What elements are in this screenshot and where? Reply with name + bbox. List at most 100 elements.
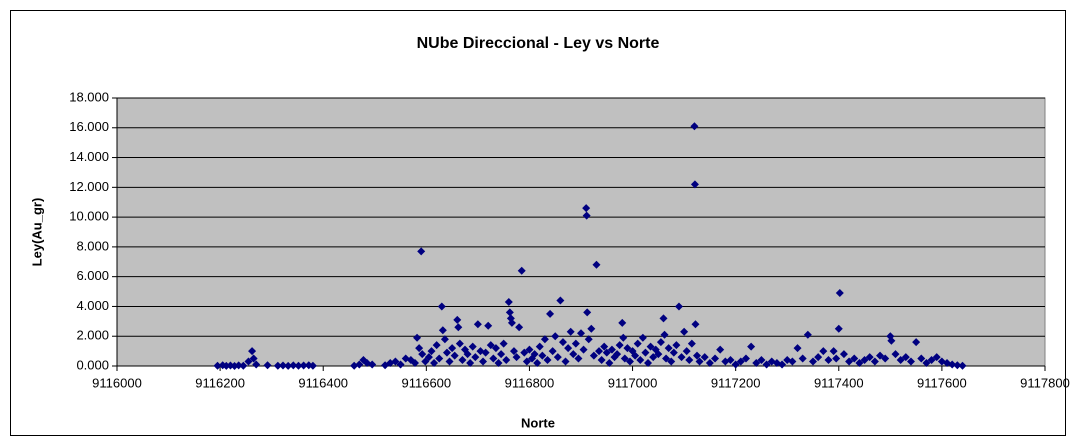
- point: [690, 180, 699, 189]
- point: [435, 354, 444, 363]
- point: [432, 341, 441, 350]
- point: [625, 357, 634, 366]
- point: [687, 339, 696, 348]
- point: [558, 338, 567, 347]
- point: [294, 361, 303, 370]
- x-tick-label: 9116200: [195, 375, 245, 390]
- point: [410, 359, 419, 368]
- point: [613, 350, 622, 359]
- point: [620, 354, 629, 363]
- point: [600, 342, 609, 351]
- point: [659, 314, 668, 323]
- point: [535, 342, 544, 351]
- point: [273, 361, 282, 370]
- x-tick-label: 9117200: [711, 375, 761, 390]
- point: [437, 302, 446, 311]
- y-tick-label: 6.000: [76, 268, 109, 283]
- chart-title: NUbe Direccional - Ley vs Norte: [417, 35, 660, 52]
- point: [597, 356, 606, 365]
- point: [543, 356, 552, 365]
- x-tick-label: 9117800: [1020, 375, 1070, 390]
- y-tick-label: 16.000: [69, 119, 109, 134]
- x-tick-label: 9117600: [917, 375, 967, 390]
- point: [932, 353, 941, 362]
- point: [881, 354, 890, 363]
- point: [788, 357, 797, 366]
- point: [747, 342, 756, 351]
- point: [607, 345, 616, 354]
- x-tick-label: 9116800: [505, 375, 555, 390]
- point: [615, 341, 624, 350]
- point: [685, 356, 694, 365]
- point: [454, 323, 463, 332]
- point: [803, 330, 812, 339]
- point: [533, 359, 542, 368]
- point: [308, 361, 317, 370]
- point: [248, 347, 257, 356]
- point: [448, 344, 457, 353]
- point: [455, 339, 464, 348]
- point: [664, 344, 673, 353]
- y-tick-label: 14.000: [69, 149, 109, 164]
- point: [440, 335, 449, 344]
- point: [418, 350, 427, 359]
- point: [566, 327, 575, 336]
- point: [468, 342, 477, 351]
- point: [438, 326, 447, 335]
- point: [896, 356, 905, 365]
- point: [548, 347, 557, 356]
- point: [654, 350, 663, 359]
- point: [466, 359, 475, 368]
- y-axis-label: Ley(Au_gr): [29, 198, 44, 267]
- point: [832, 354, 841, 363]
- point: [619, 333, 628, 342]
- point: [762, 360, 771, 369]
- point: [505, 308, 514, 317]
- y-tick-label: 8.000: [76, 238, 109, 253]
- x-tick-label: 9117000: [608, 375, 658, 390]
- point: [927, 356, 936, 365]
- point: [584, 335, 593, 344]
- point: [891, 350, 900, 359]
- point: [845, 357, 854, 366]
- point: [484, 321, 493, 330]
- y-tick-label: 12.000: [69, 179, 109, 194]
- point: [757, 356, 766, 365]
- point: [677, 353, 686, 362]
- point: [239, 361, 248, 370]
- point: [561, 357, 570, 366]
- point: [636, 356, 645, 365]
- point: [798, 354, 807, 363]
- point: [556, 296, 565, 305]
- y-tick-label: 18.000: [69, 89, 109, 104]
- point: [463, 350, 472, 359]
- point: [458, 356, 467, 365]
- point: [917, 354, 926, 363]
- point: [538, 351, 547, 360]
- point: [481, 348, 490, 357]
- point: [520, 348, 529, 357]
- x-tick-label: 9117400: [814, 375, 864, 390]
- point: [682, 347, 691, 356]
- point: [887, 336, 896, 345]
- point: [695, 357, 704, 366]
- point: [564, 344, 573, 353]
- point: [391, 357, 400, 366]
- point: [711, 354, 720, 363]
- point: [577, 329, 585, 338]
- point: [525, 345, 534, 354]
- point: [517, 266, 526, 275]
- point: [299, 361, 308, 370]
- point: [644, 359, 653, 368]
- point: [553, 353, 562, 362]
- point: [252, 360, 261, 369]
- point: [731, 360, 740, 369]
- point: [693, 351, 701, 360]
- point: [249, 354, 258, 363]
- point: [641, 348, 650, 357]
- point: [424, 353, 433, 362]
- point: [809, 357, 817, 366]
- point: [430, 359, 439, 368]
- point: [450, 351, 459, 360]
- point: [870, 357, 879, 366]
